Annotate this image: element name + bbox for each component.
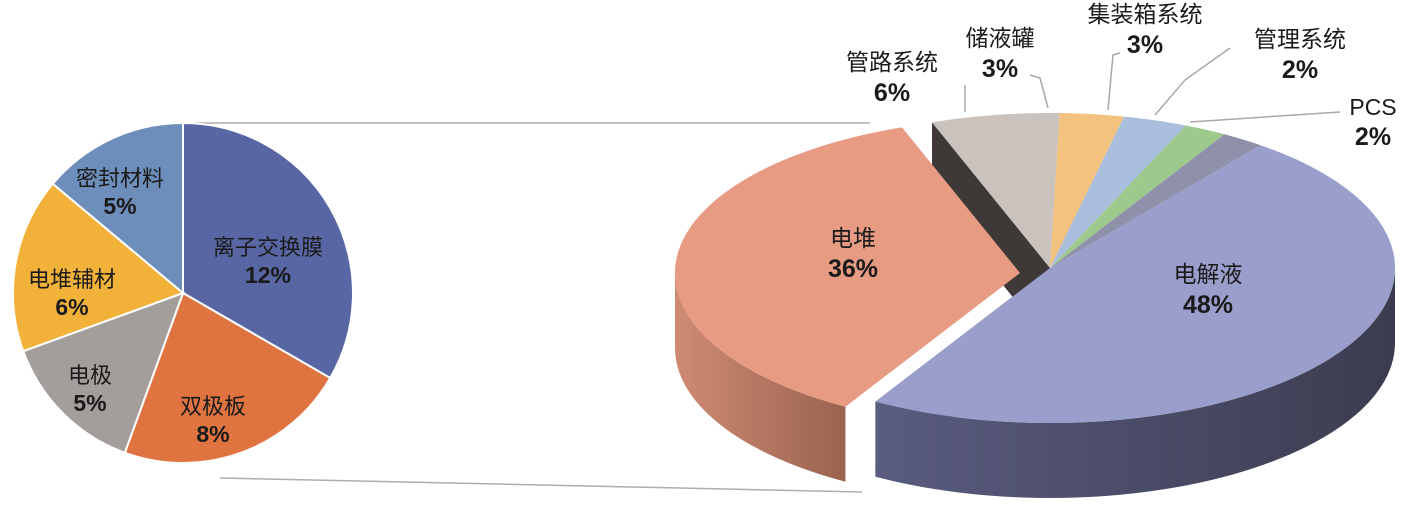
right-pie-slice-6 [675,127,1020,407]
connector-line-bottom [219,477,863,493]
slice-6-side [675,273,846,482]
label-stack: 电堆 36% [827,226,879,283]
right-pie-slice-3 [1050,125,1225,268]
label-bipolar-plate: 双极板 8% [179,395,247,448]
label-electrolyte: 电解液 48% [1173,262,1243,319]
leader-line-4 [1189,111,1341,123]
label-stack-auxiliary: 电堆辅材 6% [27,268,117,321]
leader-line-1 [1029,74,1049,109]
label-ion-exchange-membrane: 离子交换膜 12% [212,236,324,289]
label-management-system: 管理系统 2% [1254,27,1346,84]
right-pie-slice-0 [932,113,1060,268]
right-pie-slice-1 [1050,113,1125,269]
left-pie-slice-1 [123,291,332,464]
label-electrode: 电极 5% [67,364,113,417]
left-pie-slice-2 [21,291,185,455]
label-container-system: 集装箱系统 3% [1087,2,1203,59]
wall-left-cut [932,122,1050,343]
left-pie-slice-0 [182,121,354,380]
right-pie-slice-4 [1050,134,1261,268]
label-piping-system: 管路系统 6% [846,50,938,107]
left-pie-slice-4 [51,121,184,296]
label-pcs: PCS 2% [1349,94,1397,151]
label-sealing-material: 密封材料 5% [75,167,165,220]
label-storage-tank: 储液罐 3% [965,26,1035,83]
right-pie-slice-2 [1050,116,1186,268]
left-pie-slice-3 [12,182,185,353]
leader-line-3 [1154,47,1231,116]
leader-line-2 [1107,52,1121,111]
right-pie-slice-5 [875,145,1395,423]
slice-5-side [875,268,1395,498]
